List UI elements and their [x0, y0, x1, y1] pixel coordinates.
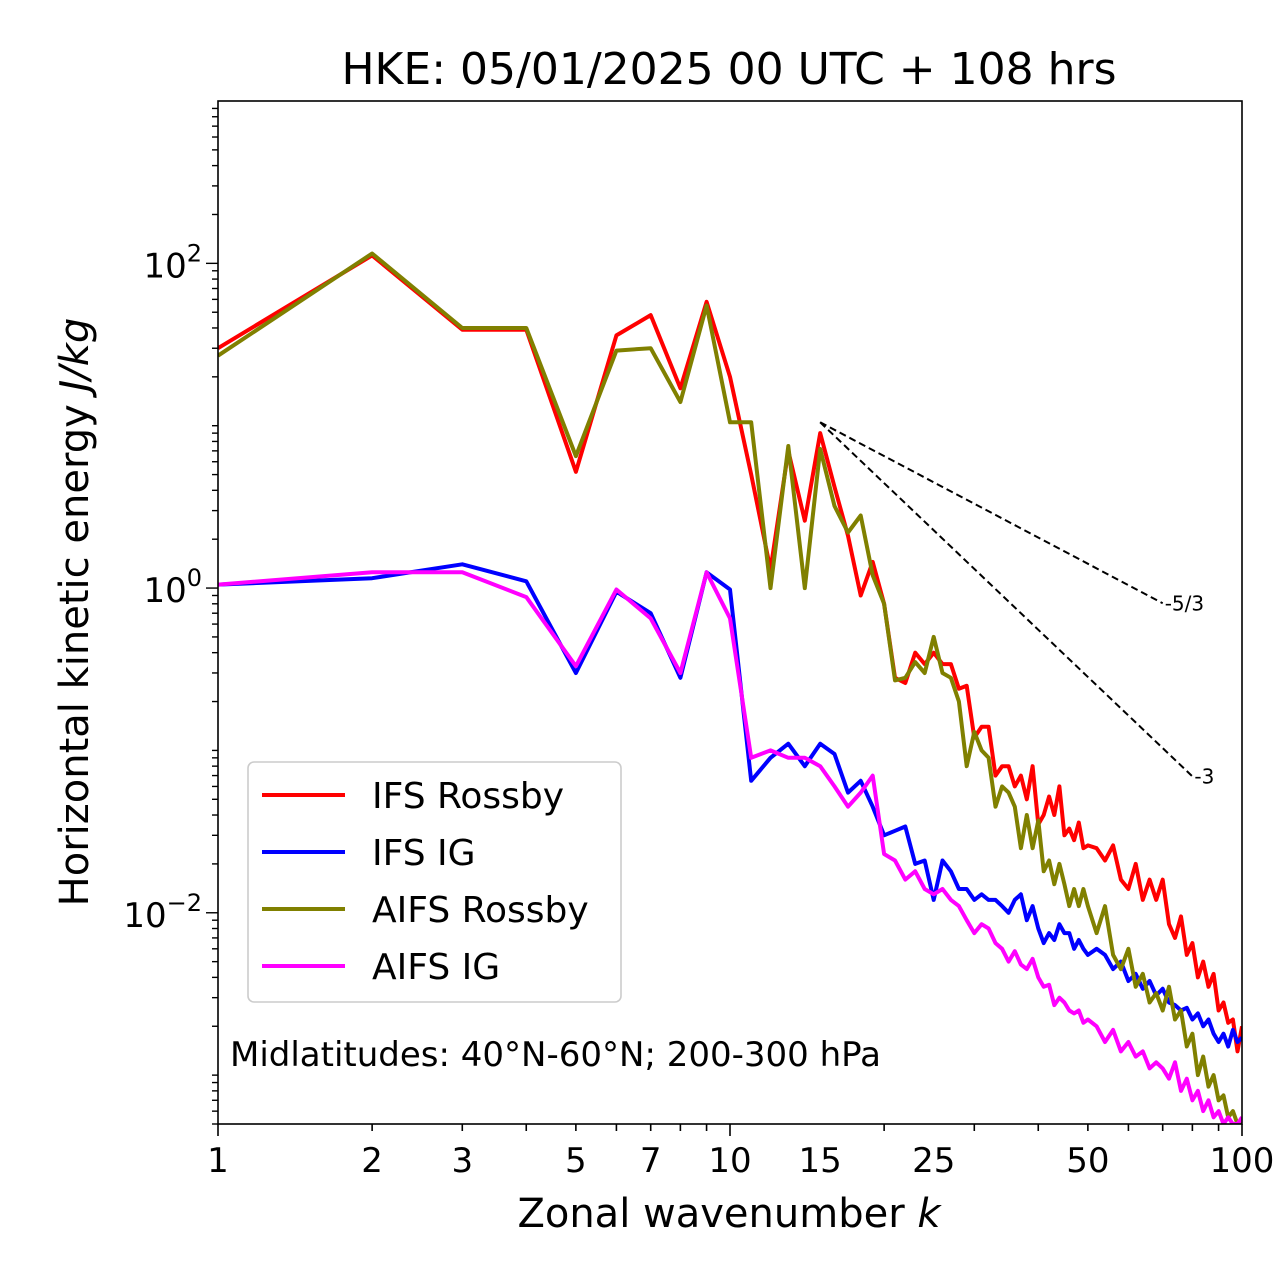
x-tick-label: 2 [361, 1141, 383, 1181]
slope-line [819, 421, 1194, 778]
series-line-aifs-rossby [218, 251, 1242, 1124]
legend-label: AIFS IG [372, 947, 500, 988]
y-axis-label: Horizontal kinetic energy J/kg [52, 318, 98, 907]
x-axis-ticks: 1 2 3 5 7 10 15 25 50 100 [207, 1124, 1274, 1181]
y-tick-label: 100 [143, 564, 202, 611]
legend-label: IFS IG [372, 833, 476, 874]
series-line-ifs-ig [218, 562, 1242, 1049]
region-annotation: Midlatitudes: 40°N-60°N; 200-300 hPa [230, 1035, 881, 1075]
x-tick-label: 15 [799, 1141, 842, 1181]
x-tick-label: 50 [1066, 1141, 1109, 1181]
x-tick-label: 3 [451, 1141, 473, 1181]
x-tick-label: 25 [912, 1141, 955, 1181]
y-tick-label: 102 [143, 239, 202, 286]
legend-frame [247, 761, 622, 1003]
reference-slopes: -5/3 -3 [819, 421, 1214, 788]
slope-line [819, 421, 1164, 605]
y-axis-ticks: 102 100 10−2 [123, 107, 218, 1125]
legend-label: AIFS Rossby [372, 890, 589, 931]
x-axis-label: Zonal wavenumber k [517, 1191, 942, 1237]
slope-label: -5/3 [1165, 591, 1204, 615]
y-tick-label: 10−2 [123, 889, 202, 936]
series-line-aifs-ig [218, 570, 1242, 1124]
series-line-ifs-rossby [218, 253, 1242, 1054]
x-tick-label: 5 [565, 1141, 587, 1181]
x-tick-label: 7 [640, 1141, 662, 1181]
legend-label: IFS Rossby [372, 776, 564, 817]
series-layer [218, 251, 1242, 1124]
x-tick-label: 1 [207, 1141, 229, 1181]
legend: IFS Rossby IFS IG AIFS Rossby AIFS IG [247, 761, 622, 1003]
x-tick-label: 100 [1210, 1141, 1275, 1181]
chart-title: HKE: 05/01/2025 00 UTC + 108 hrs [341, 44, 1116, 95]
x-tick-label: 10 [708, 1141, 751, 1181]
slope-label: -3 [1194, 764, 1214, 788]
